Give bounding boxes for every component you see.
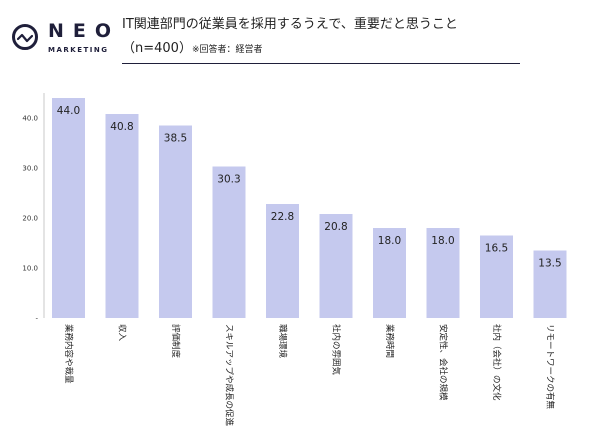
bar	[533, 250, 567, 318]
respondent-note: ※回答者：経営者	[191, 45, 263, 55]
category-label: 安定性、会社の規模	[438, 324, 449, 401]
category-label: 職場環境	[277, 324, 288, 359]
y-tick-label: 20.0	[22, 215, 38, 223]
brand-logo: NEO MARKETING	[12, 20, 112, 60]
bar	[159, 125, 192, 318]
bar	[266, 204, 299, 318]
bar	[319, 214, 353, 318]
bar	[105, 114, 139, 318]
category-label: 業務内容や裁量	[63, 324, 74, 384]
bar	[426, 228, 460, 318]
bar	[212, 166, 246, 318]
header-divider	[122, 63, 520, 64]
bar-value-label: 20.8	[324, 221, 347, 233]
category-label: 社内の雰囲気	[331, 324, 342, 376]
bar-value-label: 40.8	[110, 121, 133, 133]
category-label: 社内（会社）の文化	[491, 324, 502, 401]
bar-value-label: 18.0	[378, 235, 401, 247]
y-tick-label: 30.0	[22, 165, 38, 173]
bar-value-label: 16.5	[485, 243, 508, 255]
y-tick-label: -	[35, 315, 38, 323]
page-subtitle: （n=400）※回答者：経営者	[122, 37, 263, 56]
bar-value-label: 30.3	[217, 174, 240, 186]
logo-wave-icon	[12, 24, 38, 50]
bar	[52, 98, 85, 318]
bar-value-label: 22.8	[271, 211, 294, 223]
logo-wordmark: NEO	[48, 20, 121, 42]
y-tick-label: 10.0	[22, 265, 38, 273]
bar-value-label: 18.0	[431, 235, 454, 247]
category-label: リモートワークの有無	[545, 324, 556, 410]
bar-value-label: 38.5	[164, 133, 187, 145]
bar	[373, 228, 406, 318]
category-label: 収入	[117, 324, 128, 342]
logo-tagline: MARKETING	[48, 46, 109, 54]
y-tick-label: 40.0	[22, 115, 38, 123]
page-title: IT関連部門の従業員を採用するうえで、重要だと思うこと	[122, 17, 458, 32]
bar-value-label: 44.0	[57, 105, 80, 117]
bar	[480, 235, 513, 318]
category-label: 業務時間	[384, 324, 395, 358]
bar-value-label: 13.5	[538, 258, 561, 270]
category-label: スキルアップや成長の促進	[224, 324, 235, 427]
category-label: 評価制度	[170, 324, 181, 359]
sample-size: （n=400）	[122, 41, 192, 56]
